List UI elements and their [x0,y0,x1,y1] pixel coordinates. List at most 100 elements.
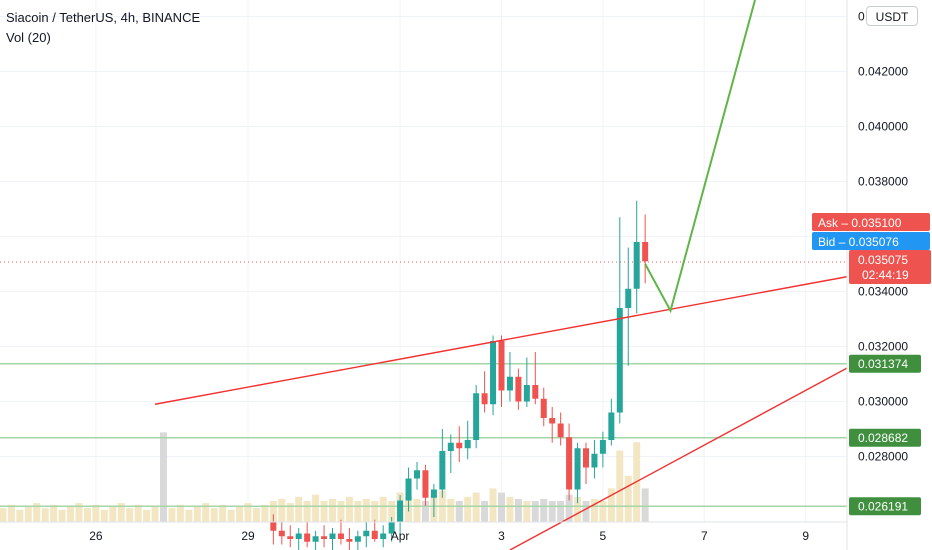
price-tick-label: 0.030000 [858,395,908,409]
candle-body[interactable] [566,437,573,490]
candle-body[interactable] [447,442,454,451]
candle-body[interactable] [354,536,361,542]
volume-bar [498,492,505,522]
volume-bar [33,503,41,522]
volume-bar [176,504,184,522]
candle-body[interactable] [625,288,632,308]
volume-bar [109,506,117,522]
candle-body[interactable] [574,448,581,490]
volume-bar [565,494,573,522]
volume-bar [244,503,252,522]
candle-body[interactable] [430,489,437,498]
volume-bar [388,501,396,522]
candle-body[interactable] [532,385,539,399]
candle-body[interactable] [278,530,285,537]
volume-bar [227,509,235,522]
candle-body[interactable] [515,376,522,402]
candle-body[interactable] [498,341,505,391]
candle-body[interactable] [287,536,294,539]
volume-bar [320,501,328,522]
candle-body[interactable] [380,533,387,540]
level-price-tag [849,497,921,516]
volume-bar [50,504,58,522]
volume-bar [472,492,480,522]
candle-body[interactable] [295,533,302,540]
candle-body[interactable] [633,242,640,289]
time-tick-label: 29 [241,529,255,543]
volume-bar [252,508,260,522]
candle-body[interactable] [642,242,649,262]
volume-bar [455,501,463,522]
volume-bar [548,501,556,522]
candle-body[interactable] [608,412,615,441]
price-tick-label: 0.038000 [858,175,908,189]
candle-body[interactable] [371,530,378,539]
candle-body[interactable] [414,470,420,479]
candle-body[interactable] [549,418,556,424]
candle-body[interactable] [481,393,488,405]
candle-body[interactable] [270,522,277,531]
candle-body[interactable] [616,308,623,413]
level-price-tag [849,428,921,447]
volume-bar [185,509,193,522]
candle-body[interactable] [599,440,606,454]
volume-bar [41,508,49,522]
candle-body[interactable] [397,500,404,523]
candle-body[interactable] [346,539,353,542]
volume-bar [168,508,176,522]
candle-body[interactable] [439,451,446,490]
volume-bar [616,450,624,522]
candle-body[interactable] [337,533,344,540]
candle-body[interactable] [464,440,471,449]
volume-bar [329,498,336,522]
volume-bar [278,498,286,522]
price-tick-label: 0.042000 [858,65,908,79]
currency-button[interactable]: USDT [866,6,918,26]
projection-path[interactable] [644,0,756,314]
volume-bar [67,506,75,522]
candle-body[interactable] [557,423,564,438]
lower-red-trendline[interactable] [509,362,857,550]
candle-body[interactable] [405,478,412,501]
volume-bar [607,488,615,522]
volume-bar [117,503,125,522]
time-tick-label: 3 [498,529,505,543]
volume-bar [219,504,227,522]
price-tick-label: 0.032000 [858,340,908,354]
candle-body[interactable] [506,376,513,391]
candle-body[interactable] [473,393,480,440]
candle-body[interactable] [363,530,370,537]
volume-bar [210,508,218,522]
volume-bar [83,508,91,522]
candle-body[interactable] [422,470,429,498]
candle-body[interactable] [388,522,395,534]
candle-body[interactable] [329,533,336,540]
price-tick-label: 0.040000 [858,120,908,134]
candle-body[interactable] [523,385,530,402]
candle-body[interactable] [321,536,328,539]
candle-body[interactable] [591,453,598,468]
volume-bar [16,509,24,522]
level-price-label: 0.026191 [858,500,908,514]
time-tick-label: 7 [701,529,708,543]
candle-body[interactable] [490,341,497,405]
volume-bar [126,508,134,522]
time-tick-label: 5 [600,529,607,543]
volume-bar [58,509,66,522]
candle-body[interactable] [583,448,589,468]
symbol-title[interactable]: Siacoin / TetherUS, 4h, BINANCE [6,10,201,25]
volume-bar [464,496,472,522]
price-tick-label: 0.034000 [858,285,908,299]
ask-tag [812,213,930,231]
upper-red-trendline[interactable] [154,274,857,405]
volume-bar [531,501,539,522]
volume-bar [269,501,277,522]
volume-bar [481,501,489,522]
candle-body[interactable] [540,398,547,418]
candle-body[interactable] [456,442,463,449]
candle-body[interactable] [312,536,319,542]
volume-indicator-label[interactable]: Vol (20) [6,30,51,45]
candle-body[interactable] [304,533,311,542]
volume-bar [7,504,15,522]
